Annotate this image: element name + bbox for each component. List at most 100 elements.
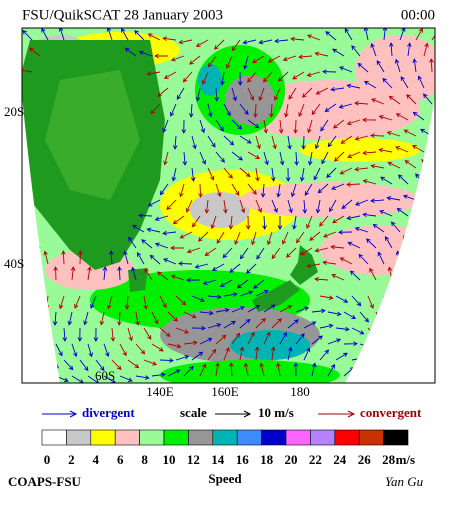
colorbar-tick: 2: [68, 452, 75, 467]
wind-arrow: [417, 75, 425, 89]
colorbar-tick: 22: [309, 452, 322, 467]
wind-arrow: [157, 87, 169, 97]
wind-arrow: [344, 28, 353, 41]
wind-arrow: [390, 221, 401, 233]
wind-arrow: [338, 103, 353, 109]
wind-arrow: [287, 135, 292, 150]
wind-arrow: [293, 362, 299, 377]
wind-arrow: [319, 215, 329, 227]
wind-arrow: [255, 318, 266, 329]
wind-arrow: [242, 39, 257, 45]
wind-arrow: [379, 210, 393, 217]
wind-arrow: [170, 245, 185, 251]
wind-arrow: [154, 215, 169, 221]
wind-arrow: [319, 323, 334, 329]
wind-arrow: [412, 58, 417, 73]
wind-arrow: [171, 167, 177, 182]
wind-arrow: [370, 198, 385, 204]
wind-arrow: [216, 231, 225, 244]
map-frame: [21, 27, 436, 384]
wind-arrow: [298, 103, 305, 117]
wind-arrow: [159, 327, 171, 338]
wind-arrow: [186, 277, 201, 283]
wind-arrow: [362, 117, 377, 123]
wind-arrow: [277, 215, 283, 230]
wind-arrow: [335, 295, 349, 303]
wind-arrow: [55, 343, 63, 357]
wind-arrow: [292, 71, 305, 80]
wind-arrow: [404, 160, 417, 169]
wind-arrow: [195, 87, 201, 102]
wind-arrow: [267, 55, 281, 63]
wind-arrow: [239, 103, 249, 115]
wind-arrow: [320, 119, 329, 132]
colorbar-tick: 0: [44, 452, 51, 467]
wind-arrow: [239, 167, 251, 178]
wind-arrow: [189, 103, 194, 118]
wind-arrow: [302, 199, 308, 214]
wind-arrow: [315, 199, 321, 214]
wind-arrow: [327, 311, 342, 317]
wind-arrow: [399, 28, 406, 41]
wind-arrow: [247, 183, 257, 195]
wind-arrow: [270, 167, 276, 182]
wind-arrow: [271, 135, 277, 150]
wind-arrow: [192, 215, 201, 228]
wind-arrow: [314, 276, 329, 282]
wind-arrow: [287, 346, 293, 361]
wind-arrow: [325, 31, 337, 41]
wind-arrow: [330, 87, 345, 92]
wind-arrow: [207, 55, 217, 68]
wind-arrow: [191, 135, 197, 150]
wind-arrow: [228, 215, 234, 230]
wind-arrow: [198, 183, 203, 198]
wind-arrow: [256, 247, 265, 260]
speed-patch: [225, 75, 275, 125]
wind-arrow: [106, 28, 113, 41]
wind-arrow: [279, 305, 293, 313]
wind-arrow: [281, 231, 289, 245]
wind-arrow: [358, 253, 369, 265]
colorbar: 0 2 4 6 8 10 12 14 16 18 20 22 24 26 28 m/s: [41, 429, 415, 467]
color-swatch: [41, 429, 67, 446]
wind-arrow: [134, 30, 145, 41]
wind-arrow: [176, 87, 185, 100]
wind-arrow: [167, 343, 182, 349]
wind-arrow: [195, 39, 209, 47]
wind-arrow: [351, 45, 361, 57]
wind-arrow: [167, 369, 181, 377]
wind-arrow: [211, 263, 225, 271]
wind-arrow: [359, 311, 369, 323]
wind-arrow: [262, 71, 273, 83]
wind-arrow: [172, 215, 185, 225]
wind-arrow: [307, 119, 313, 134]
wind-arrow: [285, 167, 291, 182]
map-field: [22, 28, 435, 383]
wind-arrow: [119, 343, 127, 357]
wind-arrow: [331, 273, 345, 281]
wind-arrow: [324, 103, 337, 112]
wind-arrow: [179, 183, 185, 198]
wind-arrow: [117, 311, 122, 326]
divergent-label: divergent: [82, 405, 135, 420]
wind-arrow: [287, 199, 293, 214]
wind-arrow: [186, 247, 201, 254]
wind-arrow: [189, 55, 201, 65]
wind-arrow: [199, 363, 207, 377]
wind-arrow: [295, 306, 310, 313]
wind-arrow: [107, 295, 113, 310]
wind-arrow: [127, 327, 133, 342]
wind-arrow: [278, 119, 284, 134]
wind-arrow: [214, 87, 220, 102]
wind-arrow: [207, 167, 215, 181]
convergent-arrow: [318, 410, 356, 418]
wind-arrow: [290, 36, 305, 42]
wind-arrow: [52, 311, 58, 326]
wind-arrow: [223, 103, 231, 117]
wind-arrow: [270, 346, 276, 361]
scale-label: scale: [180, 405, 207, 420]
wind-arrow: [288, 87, 297, 100]
wind-arrow: [22, 29, 33, 41]
wind-arrow: [215, 362, 220, 377]
wind-arrow: [306, 71, 321, 77]
